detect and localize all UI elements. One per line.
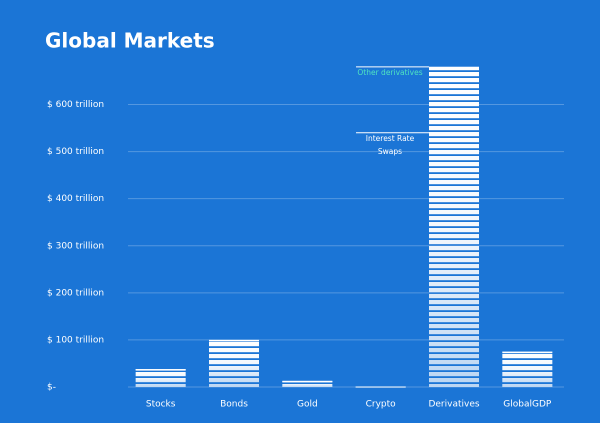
- chart-title: Global Markets: [45, 29, 215, 53]
- bar: [282, 380, 333, 387]
- bar: [209, 339, 259, 387]
- y-tick-label: $-: [47, 383, 56, 393]
- bar: [355, 386, 406, 388]
- y-tick-label: $ 500 trillion: [47, 147, 104, 157]
- bar: [502, 351, 553, 387]
- y-tick-label: $ 400 trillion: [47, 194, 104, 204]
- annotation-text: Interest Rate: [366, 134, 415, 143]
- bar: [135, 369, 186, 387]
- y-tick-label: $ 300 trillion: [47, 241, 104, 251]
- bar: [429, 66, 479, 387]
- x-tick-label: Derivatives: [428, 400, 479, 410]
- x-tick-label: Stocks: [146, 400, 176, 410]
- x-tick-label: Bonds: [220, 400, 248, 410]
- y-tick-label: $ 600 trillion: [47, 100, 104, 110]
- annotation-text: Other derivatives: [357, 68, 422, 77]
- x-tick-label: GlobalGDP: [503, 400, 552, 410]
- x-tick-label: Gold: [297, 400, 318, 410]
- x-tick-label: Crypto: [366, 400, 397, 410]
- y-tick-label: $ 200 trillion: [47, 288, 104, 298]
- y-tick-label: $ 100 trillion: [47, 335, 104, 345]
- annotation-text: Swaps: [378, 147, 402, 156]
